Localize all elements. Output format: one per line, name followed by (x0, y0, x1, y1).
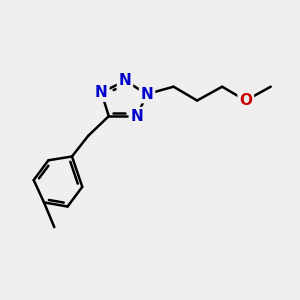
Text: N: N (141, 87, 153, 102)
Text: N: N (130, 109, 143, 124)
Text: O: O (239, 93, 252, 108)
Text: N: N (118, 73, 131, 88)
Text: N: N (95, 85, 108, 100)
